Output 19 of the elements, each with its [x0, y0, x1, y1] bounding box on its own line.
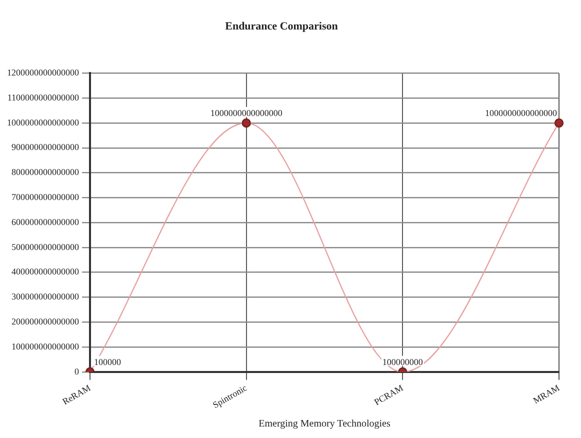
chart-title: Endurance Comparison — [225, 20, 338, 32]
y-tick-label: 200000000000000 — [12, 316, 80, 326]
y-tick-label: 300000000000000 — [12, 292, 80, 302]
y-tick-label: 900000000000000 — [12, 142, 80, 152]
y-tick-label: 400000000000000 — [12, 266, 80, 277]
y-tick-label: 1200000000000000 — [7, 68, 80, 78]
data-label: 100000000 — [382, 356, 424, 367]
data-label: 100000 — [94, 356, 122, 367]
y-tick-label: 100000000000000 — [12, 341, 80, 352]
data-label: 1000000000000000 — [485, 108, 558, 118]
data-label: 1000000000000000 — [210, 108, 283, 118]
y-tick-label: 800000000000000 — [12, 167, 80, 178]
y-tick-label: 500000000000000 — [12, 242, 80, 252]
y-tick-label: 700000000000000 — [12, 192, 80, 202]
x-axis-title: Emerging Memory Technologies — [258, 418, 390, 430]
y-tick-label: 0 — [74, 366, 80, 376]
y-tick-label: 1100000000000000 — [7, 92, 80, 102]
y-tick-label: 600000000000000 — [12, 216, 80, 227]
y-tick-label: 1000000000000000 — [7, 117, 80, 128]
